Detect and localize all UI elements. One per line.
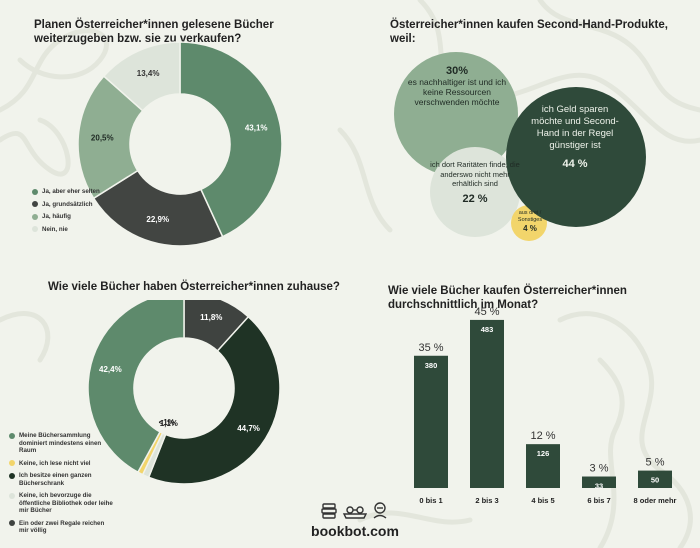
bar-value-label: 380	[425, 361, 438, 370]
donut-slice	[77, 75, 144, 200]
slice-value-label: 20,5%	[91, 134, 114, 143]
bar-value-label: 50	[651, 476, 659, 485]
footer-icons	[321, 502, 387, 519]
bar	[582, 476, 616, 488]
bar	[414, 355, 448, 488]
legend-item: Nein, nie	[32, 226, 102, 234]
donut-slice	[179, 41, 283, 238]
bar	[638, 470, 672, 488]
slice-value-label: 22,9%	[146, 215, 169, 224]
slice-value-label: <1%	[159, 418, 175, 427]
chart3-title: Wie viele Bücher haben Österreicher*inne…	[48, 281, 340, 293]
bubble-raritaeten-value: 22 %	[462, 192, 488, 205]
legend-swatch	[32, 226, 38, 232]
legend-item: Keine, ich lese nicht viel	[9, 460, 115, 468]
legend-swatch	[9, 472, 15, 479]
legend-item: Meine Büchersammlung dominiert mindesten…	[9, 432, 115, 455]
glasses-book-icon	[342, 506, 368, 519]
bubble-raritaeten-text: ich dort Raritäten finde, die anderswo n…	[430, 160, 520, 188]
chart3-legend: Meine Büchersammlung dominiert mindesten…	[9, 432, 115, 540]
bubble-raritaeten-label: ich dort Raritäten finde, die anderswo n…	[430, 160, 520, 204]
bar-percent-label: 45 %	[474, 306, 499, 318]
legend-swatch	[32, 188, 38, 195]
slice-value-label: 11,8%	[200, 313, 222, 322]
legend-label: Keine, ich bevorzuge die öffentliche Bib…	[19, 492, 113, 514]
legend-label: Ja, grundsätzlich	[42, 200, 93, 208]
slice-value-label: 43,1%	[245, 123, 268, 132]
bar-category-label: 6 bis 7	[587, 496, 610, 505]
book-stack-icon	[321, 503, 337, 519]
legend-swatch	[9, 520, 15, 526]
bar-category-label: 0 bis 1	[419, 496, 442, 505]
legend-swatch	[32, 201, 38, 207]
legend-item: Ich besitze einen ganzen Bücherschrank	[9, 472, 115, 487]
slice-value-label: 42,4%	[99, 365, 122, 374]
bubble-geld-label: ich Geld sparen möchte und Second-Hand i…	[526, 104, 624, 170]
bubble-nachhaltig	[394, 52, 518, 176]
bar-category-label: 4 bis 5	[531, 496, 554, 505]
chart3-donut: 11,8% 44,7% 1,1%<1% 42,4%	[87, 300, 281, 485]
legend-item: Ja, grundsätzlich	[32, 201, 102, 209]
legend-swatch	[9, 460, 15, 466]
bubble-sonstiges-value: 4 %	[523, 224, 537, 233]
donut-slice	[102, 41, 181, 112]
bubble-raritaeten	[430, 147, 520, 237]
bar	[470, 319, 504, 488]
chart4-title: Wie viele Bücher kaufen Österreicher*inn…	[388, 285, 627, 311]
bar-percent-label: 5 %	[646, 457, 665, 469]
bubble-nachhaltig-text: es nachhaltiger ist und ich keine Ressou…	[407, 77, 507, 107]
chart2-bubbles	[394, 52, 646, 241]
legend-label: Ein oder zwei Regale reichen mir völlig	[19, 519, 105, 535]
slice-value-label: 13,4%	[137, 69, 160, 78]
legend-item: Ja, aber eher selten	[32, 188, 102, 196]
legend-swatch	[9, 432, 15, 439]
reader-icon	[373, 502, 387, 519]
legend-item: Ein oder zwei Regale reichen mir völlig	[9, 520, 115, 535]
legend-swatch	[32, 213, 38, 220]
chart1-donut: 43,1% 22,9% 20,5% 13,4%	[77, 41, 283, 247]
bubble-sonstiges-text: aus drei / Sonstiges	[517, 210, 543, 223]
bar-value-label: 33	[595, 482, 603, 491]
legend-label: Meine Büchersammlung dominiert mindesten…	[19, 432, 102, 454]
slice-value-label: 1,1%	[160, 419, 178, 428]
donut-slice	[87, 300, 185, 474]
donut-slice	[147, 315, 281, 485]
legend-label: Ja, häufig	[42, 213, 71, 220]
legend-label: Ich besitze einen ganzen Bücherschrank	[19, 472, 92, 487]
slice-value-label: 44,7%	[237, 424, 260, 433]
bubble-geld	[506, 87, 646, 227]
bar-category-label: 8 oder mehr	[634, 496, 677, 505]
bar-category-label: 2 bis 3	[475, 496, 498, 505]
bar	[526, 444, 560, 488]
legend-swatch	[9, 492, 15, 499]
legend-item: Keine, ich bevorzuge die öffentliche Bib…	[9, 492, 115, 515]
legend-label: Ja, aber eher selten	[42, 188, 100, 195]
bubble-geld-text: ich Geld sparen möchte und Second-Hand i…	[531, 104, 619, 151]
bubble-nachhaltig-value: 30%	[445, 65, 469, 77]
bar-percent-label: 3 %	[590, 463, 609, 475]
chart1-legend: Ja, aber eher selten Ja, grundsätzlich Ja,…	[32, 188, 102, 238]
brand-name: bookbot.com	[311, 523, 399, 539]
legend-item: Ja, häufig	[32, 213, 102, 221]
bar-value-label: 483	[481, 325, 494, 334]
bubble-sonstiges-label: aus drei / Sonstiges 4 %	[512, 210, 548, 233]
legend-label: Nein, nie	[42, 225, 68, 233]
bar-value-label: 126	[537, 449, 550, 458]
chart4-bars: 380 35 % 0 bis 1 483 45 % 2 bis 3 126 12 % 4 bis…	[414, 306, 677, 505]
chart2-title: Österreicher*innen kaufen Second-Hand-Pr…	[390, 19, 668, 45]
legend-label: Keine, ich lese nicht viel	[19, 459, 91, 467]
donut-slice	[92, 169, 224, 247]
bar-percent-label: 35 %	[418, 342, 443, 354]
bar-percent-label: 12 %	[530, 430, 555, 442]
bubble-geld-value: 44 %	[562, 158, 588, 170]
bubble-nachhaltig-label: 30% es nachhaltiger ist und ich keine Re…	[401, 65, 513, 108]
